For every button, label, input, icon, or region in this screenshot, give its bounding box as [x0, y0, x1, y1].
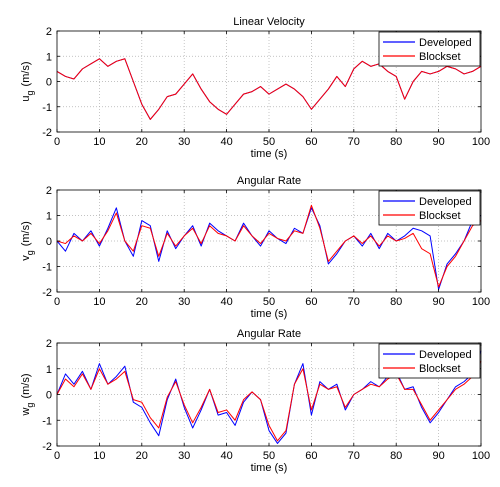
y-axis-label: ug (m/s): [20, 61, 35, 101]
x-tick-label: 40: [220, 450, 232, 462]
x-tick-label: 50: [263, 450, 275, 462]
x-tick-label: 60: [305, 136, 317, 148]
x-tick-label: 0: [54, 296, 60, 308]
legend-label-developed: Developed: [419, 37, 472, 49]
x-tick-label: 70: [348, 136, 360, 148]
x-tick-label: 40: [220, 296, 232, 308]
y-axis-label-subscript: g: [25, 403, 35, 408]
y-tick-label: 1: [46, 211, 52, 223]
x-tick-label: 30: [178, 296, 190, 308]
legend: Developed Blockset: [378, 31, 481, 67]
legend-box: [378, 31, 481, 67]
y-axis-label-main: u: [20, 95, 32, 101]
x-tick-label: 60: [305, 450, 317, 462]
series-line-blockset: [56, 360, 482, 442]
y-tick-label: 2: [46, 338, 52, 350]
x-tick-label: 0: [54, 136, 60, 148]
legend-label-blockset: Blockset: [419, 210, 461, 222]
y-tick-label: 1: [46, 51, 52, 63]
x-tick-label: 20: [136, 136, 148, 148]
x-axis-label: time (s): [251, 462, 288, 474]
legend-box: [378, 190, 481, 226]
y-axis-label: wg (m/s): [20, 373, 35, 416]
series-line-blockset: [56, 58, 482, 120]
y-axis-label-subscript: g: [25, 90, 35, 95]
x-tick-label: 10: [93, 450, 105, 462]
x-tick-label: 0: [54, 450, 60, 462]
chart-title: Linear Velocity: [233, 16, 305, 28]
y-tick-label: -1: [42, 262, 52, 274]
legend-box: [378, 343, 481, 379]
x-tick-label: 30: [178, 136, 190, 148]
y-tick-label: 0: [46, 77, 52, 89]
y-axis-label-main: v: [20, 255, 32, 261]
x-tick-label: 50: [263, 296, 275, 308]
x-tick-label: 50: [263, 136, 275, 148]
chart-title: Angular Rate: [237, 175, 301, 187]
x-tick-label: 100: [472, 296, 490, 308]
y-tick-label: 0: [46, 390, 52, 402]
x-tick-label: 80: [390, 296, 402, 308]
x-tick-label: 20: [136, 450, 148, 462]
panel-3: 0 10 20 30 40 50 60 70 80 90 100 -2 -1 0 1 2 Angular Rat…: [20, 328, 490, 474]
x-tick-label: 90: [432, 136, 444, 148]
x-tick-label: 60: [305, 296, 317, 308]
legend: Developed Blockset: [378, 343, 481, 379]
x-tick-label: 80: [390, 136, 402, 148]
y-axis-label-unit: (m/s): [20, 61, 32, 86]
x-tick-label: 100: [472, 136, 490, 148]
y-axis-label-subscript: g: [25, 250, 35, 255]
y-tick-label: -2: [42, 287, 52, 299]
x-tick-label: 70: [348, 296, 360, 308]
x-tick-label: 40: [220, 136, 232, 148]
x-tick-label: 100: [472, 450, 490, 462]
x-tick-label: 20: [136, 296, 148, 308]
legend-label-developed: Developed: [419, 349, 472, 361]
x-tick-label: 70: [348, 450, 360, 462]
y-tick-label: -2: [42, 127, 52, 139]
y-tick-label: 2: [46, 185, 52, 197]
panel-2: 0 10 20 30 40 50 60 70 80 90 100 -2 -1 0 1 2 Angular Rat…: [20, 175, 490, 320]
y-tick-label: 0: [46, 236, 52, 248]
y-axis-label: vg (m/s): [20, 221, 35, 261]
x-tick-label: 80: [390, 450, 402, 462]
y-tick-label: 1: [46, 364, 52, 376]
x-tick-label: 30: [178, 450, 190, 462]
series-line-developed: [56, 350, 482, 444]
x-tick-label: 90: [432, 450, 444, 462]
chart-title: Angular Rate: [237, 328, 301, 340]
legend-label-blockset: Blockset: [419, 363, 461, 375]
legend: Developed Blockset: [378, 190, 481, 226]
series-line-developed: [56, 207, 482, 290]
y-axis-label-main: w: [20, 408, 32, 417]
x-tick-label: 10: [93, 296, 105, 308]
legend-label-developed: Developed: [419, 196, 472, 208]
y-axis-label-unit: (m/s): [20, 373, 32, 398]
x-tick-label: 10: [93, 136, 105, 148]
y-tick-label: -1: [42, 415, 52, 427]
legend-label-blockset: Blockset: [419, 51, 461, 63]
y-tick-label: 2: [46, 26, 52, 38]
y-tick-label: -2: [42, 441, 52, 453]
y-axis-label-unit: (m/s): [20, 221, 32, 246]
x-axis-label: time (s): [251, 308, 288, 320]
x-axis-label: time (s): [251, 148, 288, 160]
series-line-blockset: [56, 204, 482, 288]
y-tick-label: -1: [42, 102, 52, 114]
x-tick-label: 90: [432, 296, 444, 308]
panel-1: 0 10 20 30 40 50 60 70 80 90 100 -2 -1 0 1 2 Linear Velo…: [20, 16, 490, 160]
